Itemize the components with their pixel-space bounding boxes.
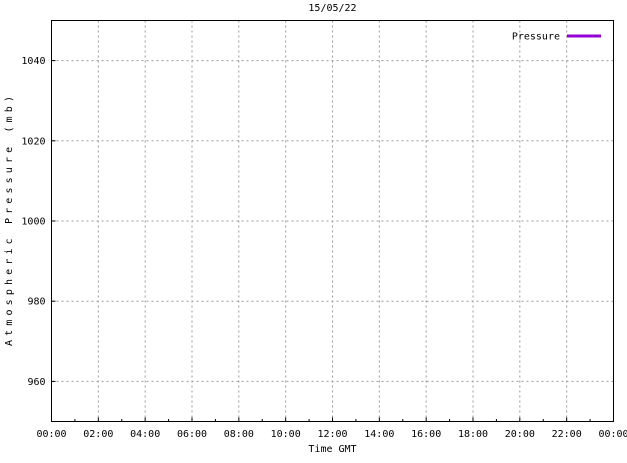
x-tick-label: 04:00 xyxy=(130,429,160,440)
axes-layer xyxy=(51,20,614,422)
x-tick-label: 00:00 xyxy=(36,429,66,440)
x-tick-label: 16:00 xyxy=(411,429,441,440)
x-tick-label: 10:00 xyxy=(271,429,301,440)
y-tick-label: 1000 xyxy=(21,217,45,228)
chart-title: 15/05/22 xyxy=(308,3,356,14)
y-tick-label: 980 xyxy=(27,297,45,308)
x-tick-label: 00:00 xyxy=(598,429,627,440)
x-tick-label: 18:00 xyxy=(458,429,488,440)
tick-labels-layer: 00:00 02:00 04:00 06:00 08:00 10:00 12:00 14:00… xyxy=(21,56,627,440)
legend-label-pressure: Pressure xyxy=(512,32,560,43)
y-axis-label: Atmospheric Pressure (mb) xyxy=(4,96,15,346)
legend: Pressure xyxy=(512,32,601,43)
x-tick-label: 14:00 xyxy=(364,429,394,440)
x-tick-label: 22:00 xyxy=(552,429,582,440)
x-tick-label: 12:00 xyxy=(317,429,347,440)
y-tick-label: 960 xyxy=(27,377,45,388)
x-tick-label: 06:00 xyxy=(177,429,207,440)
y-tick-label: 1020 xyxy=(21,136,45,147)
y-tick-label: 1040 xyxy=(21,56,45,67)
x-tick-label: 20:00 xyxy=(505,429,535,440)
x-axis-label: Time GMT xyxy=(308,444,356,455)
x-tick-label: 02:00 xyxy=(83,429,113,440)
x-tick-label: 08:00 xyxy=(224,429,254,440)
grid-layer xyxy=(51,20,614,422)
